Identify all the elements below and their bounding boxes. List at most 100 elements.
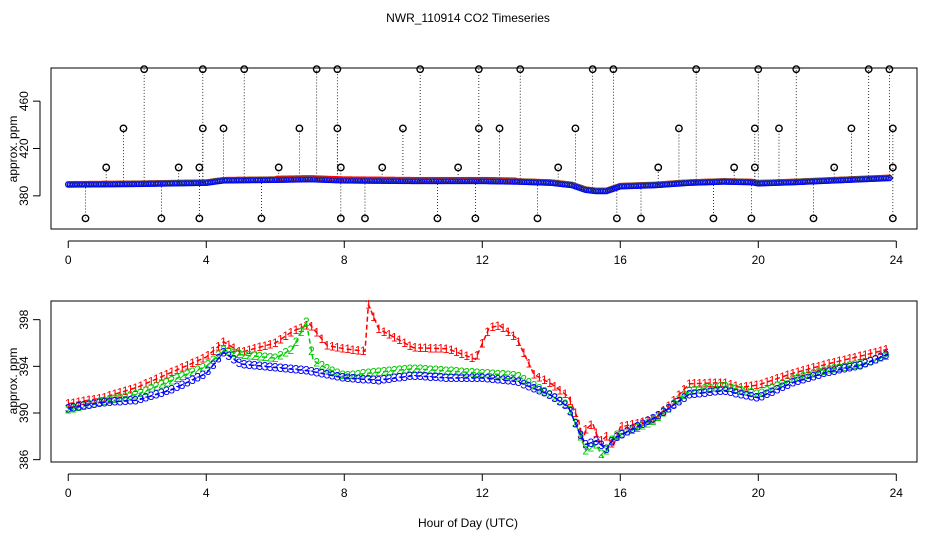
series-marker-1: 1 [148,374,155,388]
series-marker-1: 1 [391,330,398,344]
series-marker-2: 2 [494,367,501,381]
series-marker-3: 3 [655,408,662,422]
series-marker-2: 2 [329,364,336,378]
series-marker-2: 2 [370,366,377,380]
series-marker-3: 3 [313,365,320,379]
series-marker-2: 2 [821,364,828,378]
series-marker-2: 2 [753,387,760,401]
series-marker-3: 3 [531,382,538,396]
series-marker-1: 1 [381,325,388,339]
series-marker-3: 3 [401,370,408,384]
series-marker-2: 2 [381,365,388,379]
series-marker-2: 2 [163,375,170,389]
series-marker-2: 2 [251,349,258,363]
series-marker-3: 3 [572,417,579,431]
series-marker-1: 1 [872,345,879,359]
series-marker-1: 1 [396,333,403,347]
series-marker-3: 3 [432,370,439,384]
series-marker-1: 1 [479,337,486,351]
series-marker-1: 1 [696,376,703,390]
series-marker-1: 1 [536,370,543,384]
series-marker-3: 3 [867,355,874,369]
series-marker-3: 3 [148,389,155,403]
series-marker-2: 2 [287,343,294,357]
series-marker-1: 1 [515,335,522,349]
series-marker-3: 3 [738,387,745,401]
series-marker-2: 2 [453,365,460,379]
series-marker-2: 2 [231,346,238,360]
series-marker-2: 2 [738,383,745,397]
series-marker-2: 2 [189,365,196,379]
x-axis-label: Hour of Day (UTC) [418,516,518,530]
series-marker-1: 1 [313,326,320,340]
series-marker-3: 3 [515,375,522,389]
series-marker-3: 3 [412,369,419,383]
panel-top: 0 4 8 12 16 20 24 380 420 460 approx. ppm [6,65,918,267]
series-marker-3: 3 [727,385,734,399]
series-marker-2: 2 [691,383,698,397]
series-marker-1: 1 [665,399,672,413]
spike-point [830,163,839,172]
data-point-series-3 [886,174,893,182]
series-marker-2: 2 [846,359,853,373]
series-marker-3: 3 [494,373,501,387]
series-marker-1: 1 [774,372,781,386]
series-marker-1: 1 [401,336,408,350]
series-marker-3: 3 [448,371,455,385]
series-marker-1: 1 [184,358,191,372]
x-tick-label-top: 24 [890,253,904,267]
spike-point [495,124,504,133]
series-marker-3: 3 [334,370,341,384]
spike-point [888,124,897,133]
series-marker-1: 1 [474,348,481,362]
series-marker-2: 2 [298,325,305,339]
series-marker-1: 1 [360,344,367,358]
series-marker-3: 3 [536,384,543,398]
series-marker-2: 2 [805,368,812,382]
series-marker-3: 3 [122,394,129,408]
series-marker-3: 3 [810,369,817,383]
series-marker-3: 3 [489,372,496,386]
x-axis-top: 0 4 8 12 16 20 24 [65,240,904,267]
series-marker-3: 3 [857,359,864,373]
spike-point [809,214,818,223]
series-marker-3: 3 [262,359,269,373]
spike-point [612,214,621,223]
series-marker-3: 3 [645,414,652,428]
series-marker-3: 3 [686,387,693,401]
series-marker-1: 1 [231,341,238,355]
spike-point [240,65,249,74]
series-marker-1: 1 [634,417,641,431]
spike-point [257,214,266,223]
spike-point [295,124,304,133]
series-marker-3: 3 [256,359,263,373]
series-marker-3: 3 [562,398,569,412]
series-marker-1: 1 [277,333,284,347]
x-tick-label-bottom: 24 [890,486,904,500]
series-marker-2: 2 [774,379,781,393]
series-marker-2: 2 [676,393,683,407]
series-marker-2: 2 [872,352,879,366]
series-marker-3: 3 [91,397,98,411]
series-marker-1: 1 [686,377,693,391]
series-marker-1: 1 [784,368,791,382]
series-marker-1: 1 [743,380,750,394]
series-marker-2: 2 [448,364,455,378]
series-marker-2: 2 [722,380,729,394]
x-tick-label-bottom: 4 [203,486,210,500]
series-marker-1: 1 [769,373,776,387]
series-marker-3: 3 [577,428,584,442]
series-marker-3: 3 [815,368,822,382]
series-marker-1: 1 [241,344,248,358]
series-marker-3: 3 [877,350,884,364]
series-marker-1: 1 [857,349,864,363]
series-marker-1: 1 [355,343,362,357]
series-marker-2: 2 [220,343,227,357]
series-marker-2: 2 [236,347,243,361]
series-marker-2: 2 [458,365,465,379]
series-marker-1: 1 [438,342,445,356]
series-marker-2: 2 [293,335,300,349]
series-marker-3: 3 [179,378,186,392]
series-marker-3: 3 [779,380,786,394]
